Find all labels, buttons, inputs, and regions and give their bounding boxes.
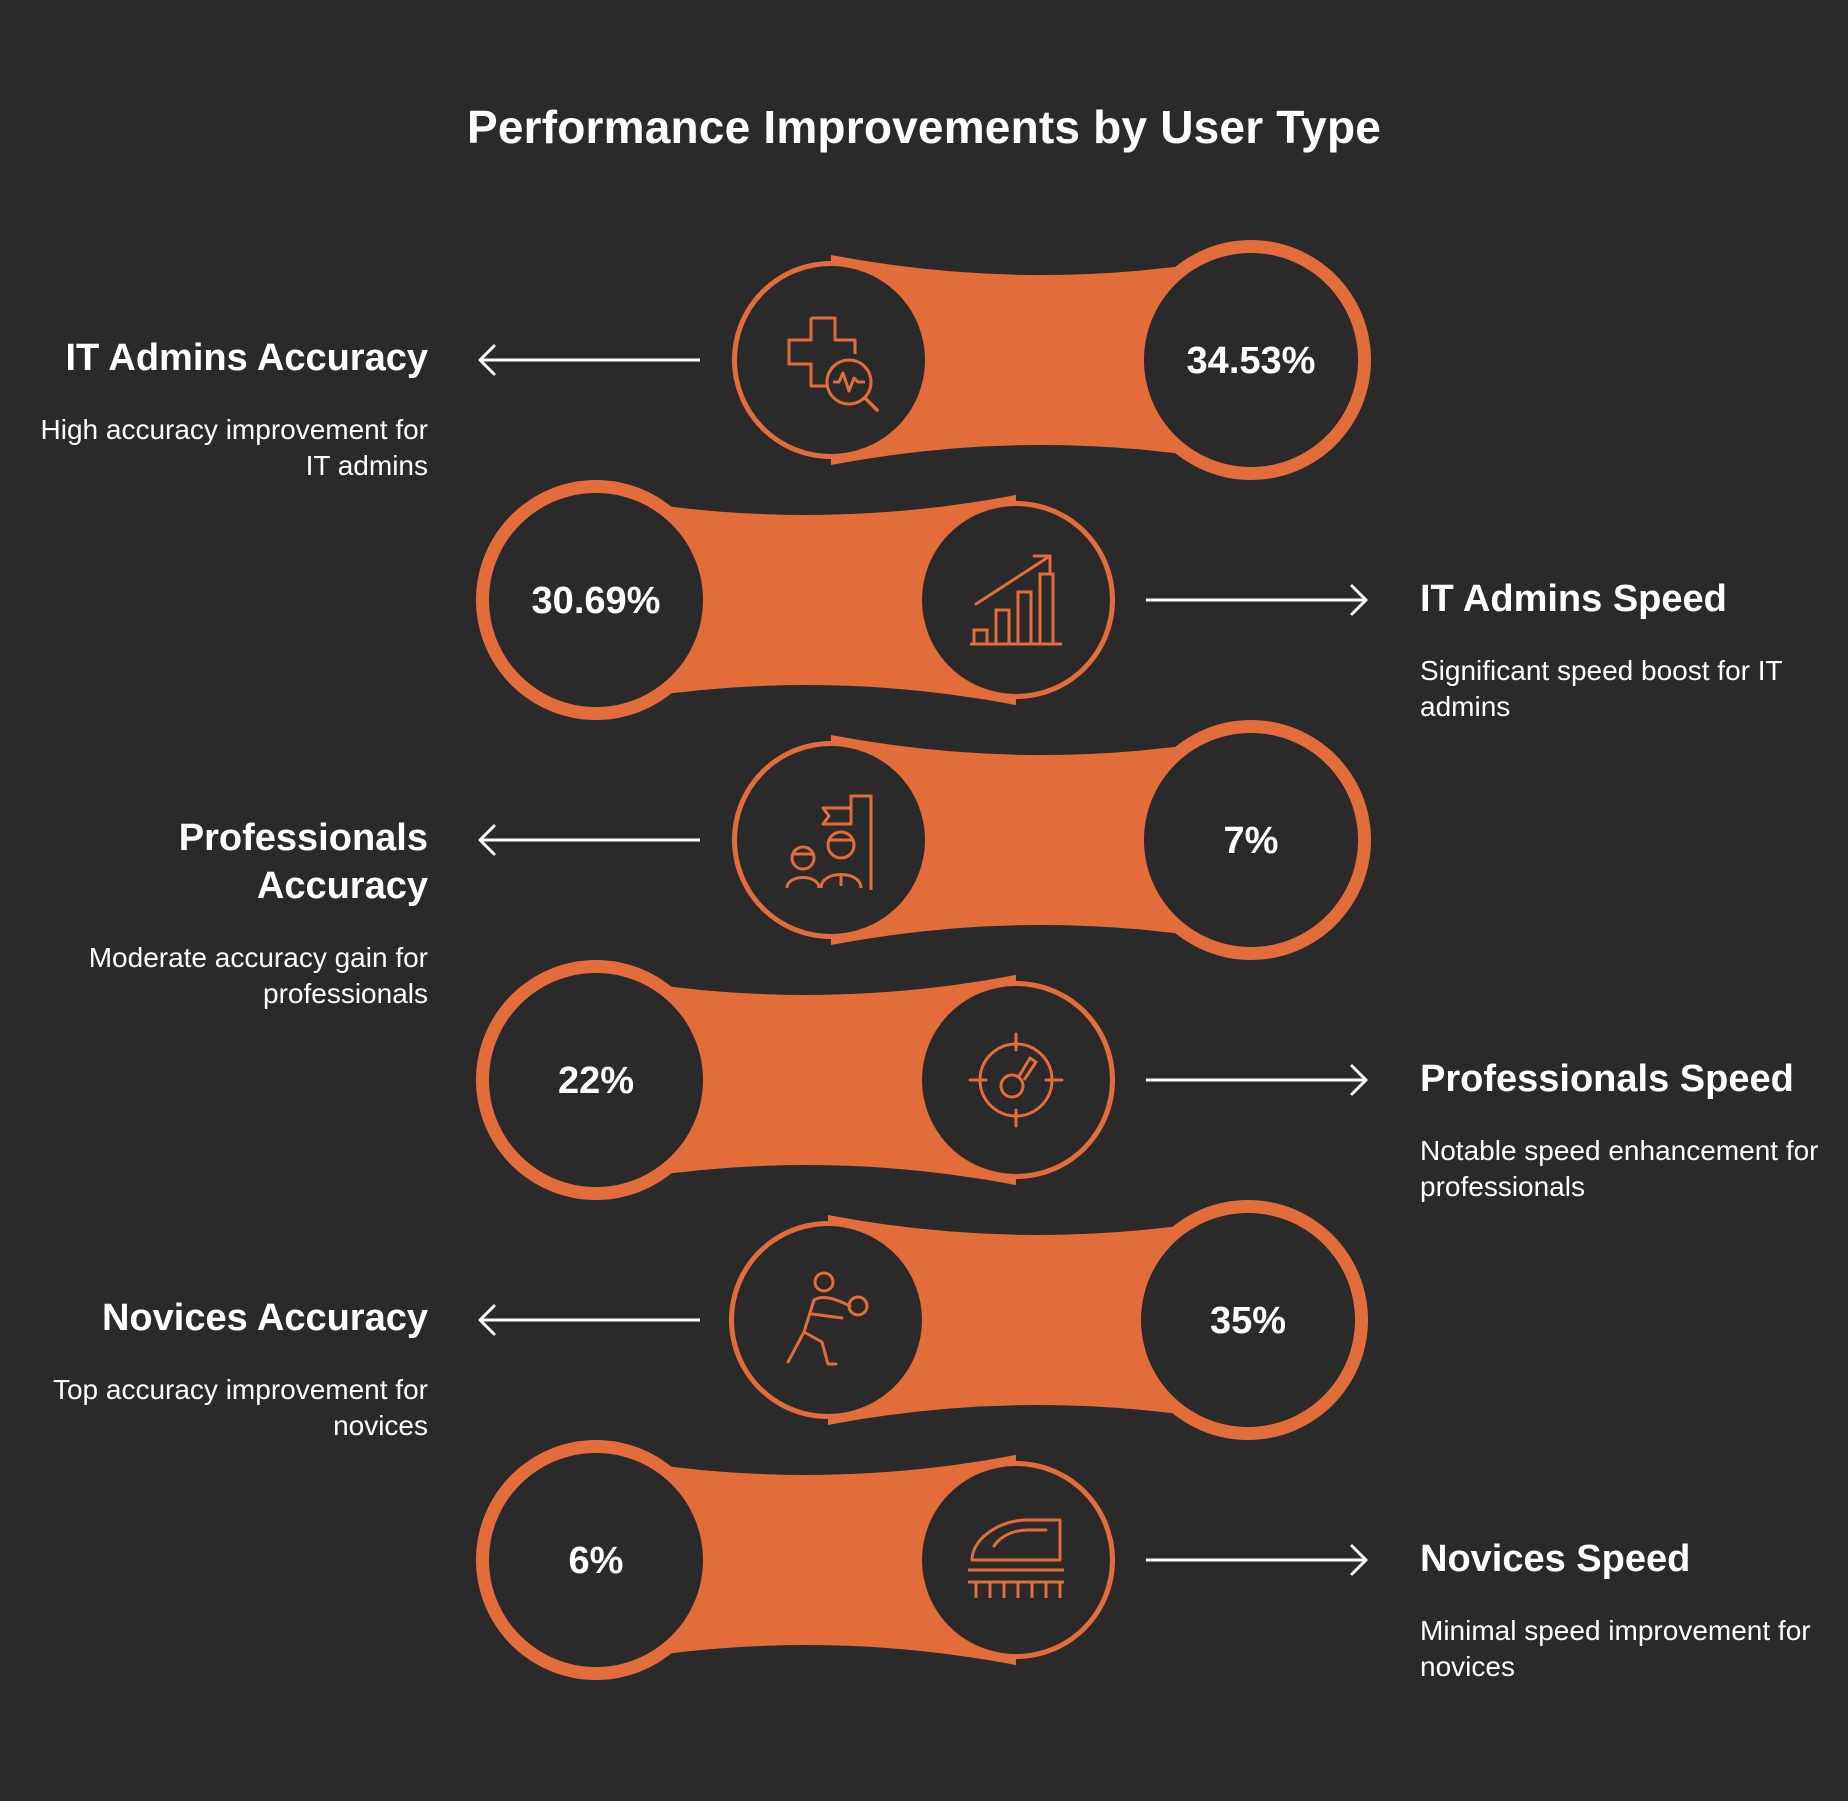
- label-description: High accuracy improvement for IT admins: [40, 414, 428, 481]
- label-description: Moderate accuracy gain for professionals: [88, 942, 428, 1009]
- pulse-line: [833, 371, 865, 393]
- label-description: Minimal speed improvement for novices: [1420, 1615, 1811, 1682]
- train-body: [970, 1518, 1062, 1562]
- value-text: 34.53%: [1187, 340, 1316, 382]
- gauge-needle: [1016, 1056, 1038, 1081]
- arrow-head: [478, 344, 496, 376]
- trend-line: [974, 554, 1052, 606]
- label-heading: Novices Accuracy: [101, 1297, 428, 1339]
- diagram-row: 7%: [478, 720, 1371, 960]
- value-circle: [1144, 733, 1358, 947]
- trend-arrowhead: [1032, 554, 1052, 574]
- value-circle: [489, 973, 703, 1187]
- icon-circle: [922, 506, 1110, 694]
- bar: [1016, 590, 1033, 646]
- person-body: [785, 876, 821, 889]
- label-heading: Professionals Accuracy: [178, 817, 428, 907]
- diagram-row: 35%: [478, 1200, 1368, 1440]
- value-text: 30.69%: [532, 580, 661, 622]
- label-professionals-speed: Professionals Speed Notable speed enhanc…: [1420, 1055, 1840, 1205]
- label-professionals-accuracy: Professionals Accuracy Moderate accuracy…: [8, 814, 428, 1012]
- label-description: Notable speed enhancement for profession…: [1420, 1135, 1819, 1202]
- gauge-hub: [999, 1073, 1025, 1099]
- value-circle: [1141, 1213, 1355, 1427]
- team-flag-icon: [785, 794, 873, 890]
- head: [813, 1271, 835, 1293]
- icon-circle: [737, 266, 925, 454]
- cross-outline: [787, 316, 857, 388]
- value-circle: [1144, 253, 1358, 467]
- boxer-icon: [786, 1271, 869, 1366]
- value-text: 7%: [1224, 820, 1279, 862]
- value-text: 6%: [569, 1540, 624, 1582]
- diagram-row: 30.69%: [476, 480, 1368, 720]
- glove: [847, 1295, 869, 1317]
- arrow-head: [478, 1304, 496, 1336]
- label-novices-speed: Novices Speed Minimal speed improvement …: [1420, 1535, 1840, 1685]
- icon-circle: [922, 986, 1110, 1174]
- label-heading: IT Admins Speed: [1420, 578, 1727, 620]
- train-window: [992, 1528, 1048, 1548]
- label-it-admins-speed: IT Admins Speed Significant speed boost …: [1420, 575, 1840, 725]
- page-title: Performance Improvements by User Type: [466, 101, 1382, 153]
- flag: [821, 806, 853, 826]
- person-body: [819, 873, 863, 889]
- arrow-head: [1350, 584, 1368, 616]
- label-heading: Novices Speed: [1420, 1538, 1691, 1580]
- bar: [994, 608, 1011, 646]
- label-heading: IT Admins Accuracy: [65, 337, 428, 379]
- arrow-head: [1350, 1544, 1368, 1576]
- person-head: [826, 830, 856, 860]
- flag-pole: [849, 794, 873, 890]
- bullet-train-icon: [968, 1518, 1064, 1598]
- diagram-row: 22%: [476, 960, 1368, 1200]
- label-heading: Professionals Speed: [1420, 1058, 1794, 1100]
- bar: [1038, 572, 1055, 646]
- label-description: Significant speed boost for IT admins: [1420, 655, 1783, 722]
- icon-circle: [734, 1226, 922, 1414]
- magnifier-handle: [863, 396, 879, 412]
- label-it-admins-accuracy: IT Admins Accuracy High accuracy improve…: [8, 334, 428, 484]
- diagram-row: 34.53%: [478, 240, 1371, 480]
- rails: [968, 1568, 1064, 1584]
- magnifier-lens: [825, 358, 873, 406]
- target-gauge-icon: [968, 1032, 1064, 1128]
- bar: [972, 628, 989, 646]
- value-text: 22%: [558, 1060, 634, 1102]
- body: [786, 1296, 852, 1366]
- label-novices-accuracy: Novices Accuracy Top accuracy improvemen…: [8, 1294, 428, 1444]
- person-head: [790, 845, 816, 871]
- value-circle: [489, 1453, 703, 1667]
- medical-search-icon: [787, 316, 879, 412]
- value-text: 35%: [1210, 1300, 1286, 1342]
- growth-chart-icon: [970, 554, 1062, 646]
- arrow-head: [1350, 1064, 1368, 1096]
- value-circle: [489, 493, 703, 707]
- label-description: Top accuracy improvement for novices: [52, 1374, 428, 1441]
- diagram-row: 6%: [476, 1440, 1368, 1680]
- arrow-head: [478, 824, 496, 856]
